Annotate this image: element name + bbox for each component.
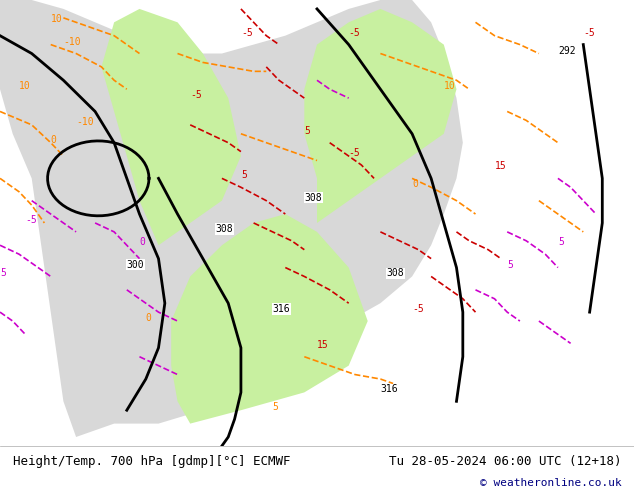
Text: 308: 308 [387, 269, 404, 278]
Text: 5: 5 [507, 260, 513, 270]
Text: 0: 0 [412, 179, 418, 189]
Text: 5: 5 [0, 269, 6, 278]
Text: 5: 5 [241, 171, 247, 180]
Text: 292: 292 [558, 46, 576, 55]
Text: 15: 15 [495, 161, 507, 172]
Text: Tu 28-05-2024 06:00 UTC (12+18): Tu 28-05-2024 06:00 UTC (12+18) [389, 455, 621, 468]
Text: -5: -5 [190, 90, 202, 100]
Text: 5: 5 [558, 237, 564, 247]
Text: 316: 316 [273, 304, 290, 314]
Text: 15: 15 [317, 340, 329, 350]
Text: -5: -5 [349, 27, 361, 38]
Text: -5: -5 [583, 27, 595, 38]
Text: -10: -10 [63, 37, 81, 47]
Text: 0: 0 [146, 313, 152, 323]
Text: -10: -10 [76, 117, 94, 127]
Text: 308: 308 [304, 193, 322, 203]
Text: -5: -5 [349, 148, 361, 158]
Text: 300: 300 [127, 260, 145, 270]
Text: 308: 308 [216, 224, 233, 234]
Text: 316: 316 [380, 384, 398, 394]
Text: 0: 0 [139, 237, 145, 247]
Text: 5: 5 [304, 126, 310, 136]
Text: -5: -5 [25, 215, 37, 225]
Text: 10: 10 [444, 81, 456, 91]
Text: Height/Temp. 700 hPa [gdmp][°C] ECMWF: Height/Temp. 700 hPa [gdmp][°C] ECMWF [13, 455, 290, 468]
Text: -5: -5 [241, 27, 253, 38]
Text: -5: -5 [412, 304, 424, 314]
Text: 0: 0 [51, 135, 56, 145]
Text: © weatheronline.co.uk: © weatheronline.co.uk [479, 478, 621, 489]
Text: 10: 10 [51, 14, 63, 24]
Text: 5: 5 [273, 402, 278, 412]
Text: 10: 10 [19, 81, 31, 91]
